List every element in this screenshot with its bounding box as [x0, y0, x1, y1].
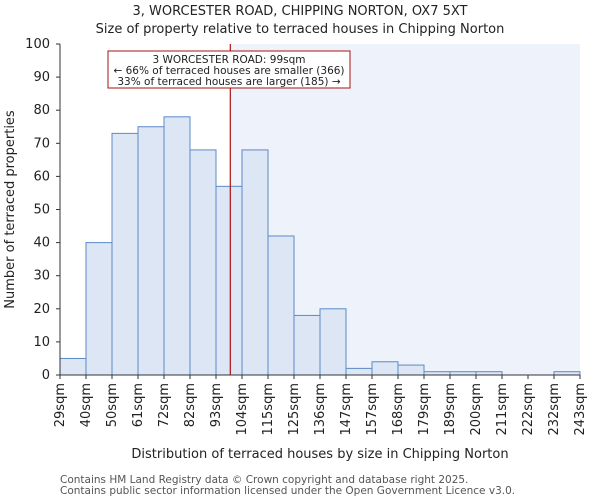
footer-licence: Contains public sector information licen… [60, 485, 516, 497]
y-tick-label-30: 30 [33, 269, 50, 284]
y-tick-label-60: 60 [33, 169, 50, 184]
x-tick-label-115sqm: 115sqm [261, 383, 276, 436]
x-tick-label-157sqm: 157sqm [365, 383, 380, 436]
y-tick-label-20: 20 [33, 302, 50, 317]
chart-title: 3, WORCESTER ROAD, CHIPPING NORTON, OX7 … [132, 4, 468, 19]
x-tick-label-40sqm: 40sqm [79, 383, 94, 427]
x-tick-label-243sqm: 243sqm [573, 383, 588, 436]
bar-115sqm [267, 235, 295, 376]
y-tick-label-70: 70 [33, 136, 50, 151]
x-tick-label-61sqm: 61sqm [131, 383, 146, 427]
bar-104sqm [241, 149, 269, 376]
x-tick-label-189sqm: 189sqm [443, 383, 458, 436]
y-tick-label-40: 40 [33, 236, 50, 251]
bar-147sqm [345, 367, 373, 376]
x-tick-label-29sqm: 29sqm [53, 383, 68, 427]
bar-157sqm [371, 361, 399, 376]
footer-copyright: Contains HM Land Registry data © Crown c… [60, 474, 469, 486]
x-tick-label-93sqm: 93sqm [209, 383, 224, 427]
y-tick-label-0: 0 [42, 368, 50, 383]
annotation-line-2: ← 66% of terraced houses are smaller (36… [113, 65, 344, 77]
y-tick-label-50: 50 [33, 203, 50, 218]
x-tick-label-72sqm: 72sqm [157, 383, 172, 427]
bar-50sqm [111, 132, 139, 376]
x-tick-label-125sqm: 125sqm [287, 383, 302, 436]
x-tick-label-179sqm: 179sqm [417, 383, 432, 436]
annotation-line-1: 3 WORCESTER ROAD: 99sqm [153, 54, 306, 66]
x-tick-label-104sqm: 104sqm [235, 383, 250, 436]
x-tick-label-82sqm: 82sqm [183, 383, 198, 427]
x-tick-label-136sqm: 136sqm [313, 383, 328, 436]
x-tick-label-200sqm: 200sqm [469, 383, 484, 436]
y-tick-label-100: 100 [25, 37, 50, 52]
x-tick-label-50sqm: 50sqm [105, 383, 120, 427]
annotation-box [107, 50, 351, 89]
bar-82sqm [189, 149, 217, 376]
x-tick-label-168sqm: 168sqm [391, 383, 406, 436]
y-tick-label-90: 90 [33, 70, 50, 85]
bar-29sqm [59, 357, 87, 376]
bar-125sqm [293, 314, 321, 376]
x-axis-label: Distribution of terraced houses by size … [131, 447, 508, 462]
bar-93sqm [215, 185, 243, 376]
x-tick-label-232sqm: 232sqm [547, 383, 562, 436]
chart-subtitle: Size of property relative to terraced ho… [95, 22, 505, 37]
x-tick-label-211sqm: 211sqm [495, 383, 510, 436]
bar-61sqm [137, 126, 165, 376]
y-tick-label-10: 10 [33, 335, 50, 350]
bar-40sqm [85, 242, 113, 376]
y-tick-label-80: 80 [33, 103, 50, 118]
x-tick-label-147sqm: 147sqm [339, 383, 354, 436]
annotation-line-3: 33% of terraced houses are larger (185) … [117, 76, 340, 88]
y-axis-label: Number of terraced properties [3, 110, 18, 309]
bar-136sqm [319, 308, 347, 376]
bar-168sqm [397, 364, 425, 376]
x-tick-label-222sqm: 222sqm [521, 383, 536, 436]
bar-72sqm [163, 116, 191, 376]
